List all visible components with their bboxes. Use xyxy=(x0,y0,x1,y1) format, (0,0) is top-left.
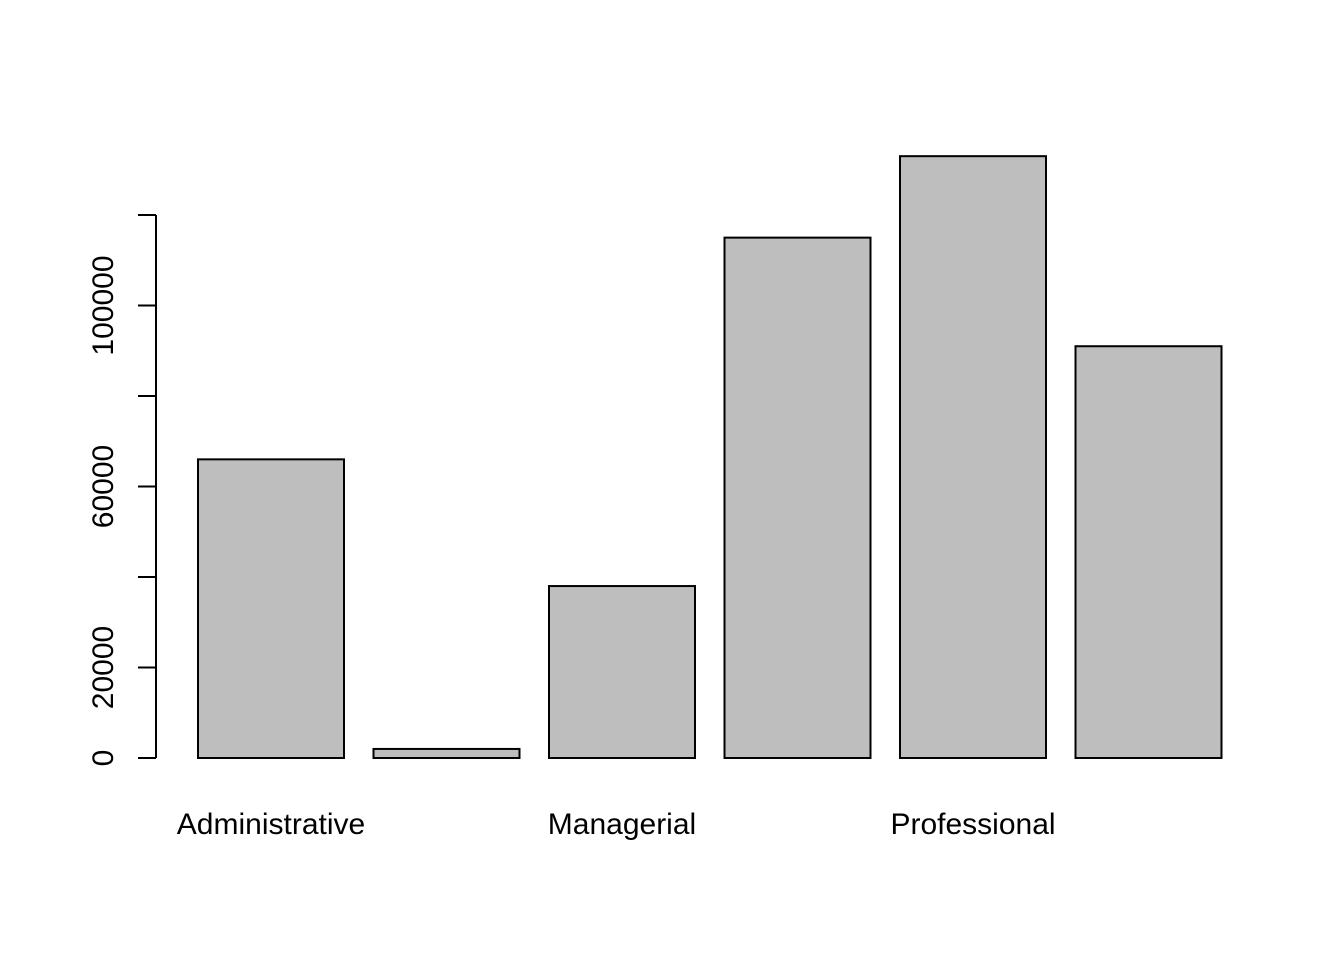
y-tick-label: 60000 xyxy=(87,445,120,528)
y-axis: 0 20000 60000 100000 xyxy=(87,214,157,767)
y-tick-label: 20000 xyxy=(87,626,120,709)
y-tick-label: 0 xyxy=(87,750,120,767)
bar xyxy=(372,747,521,760)
bar xyxy=(899,155,1047,760)
y-tick-label: 100000 xyxy=(87,255,120,355)
bar xyxy=(197,458,345,759)
bar xyxy=(548,585,696,759)
x-axis-labels: Administrative Managerial Professional xyxy=(177,808,1056,841)
bar xyxy=(723,236,872,759)
x-category-label: Professional xyxy=(890,808,1055,841)
x-category-label: Administrative xyxy=(177,808,365,841)
bars xyxy=(197,155,1223,760)
bar xyxy=(1074,345,1223,759)
x-category-label: Managerial xyxy=(548,808,696,841)
